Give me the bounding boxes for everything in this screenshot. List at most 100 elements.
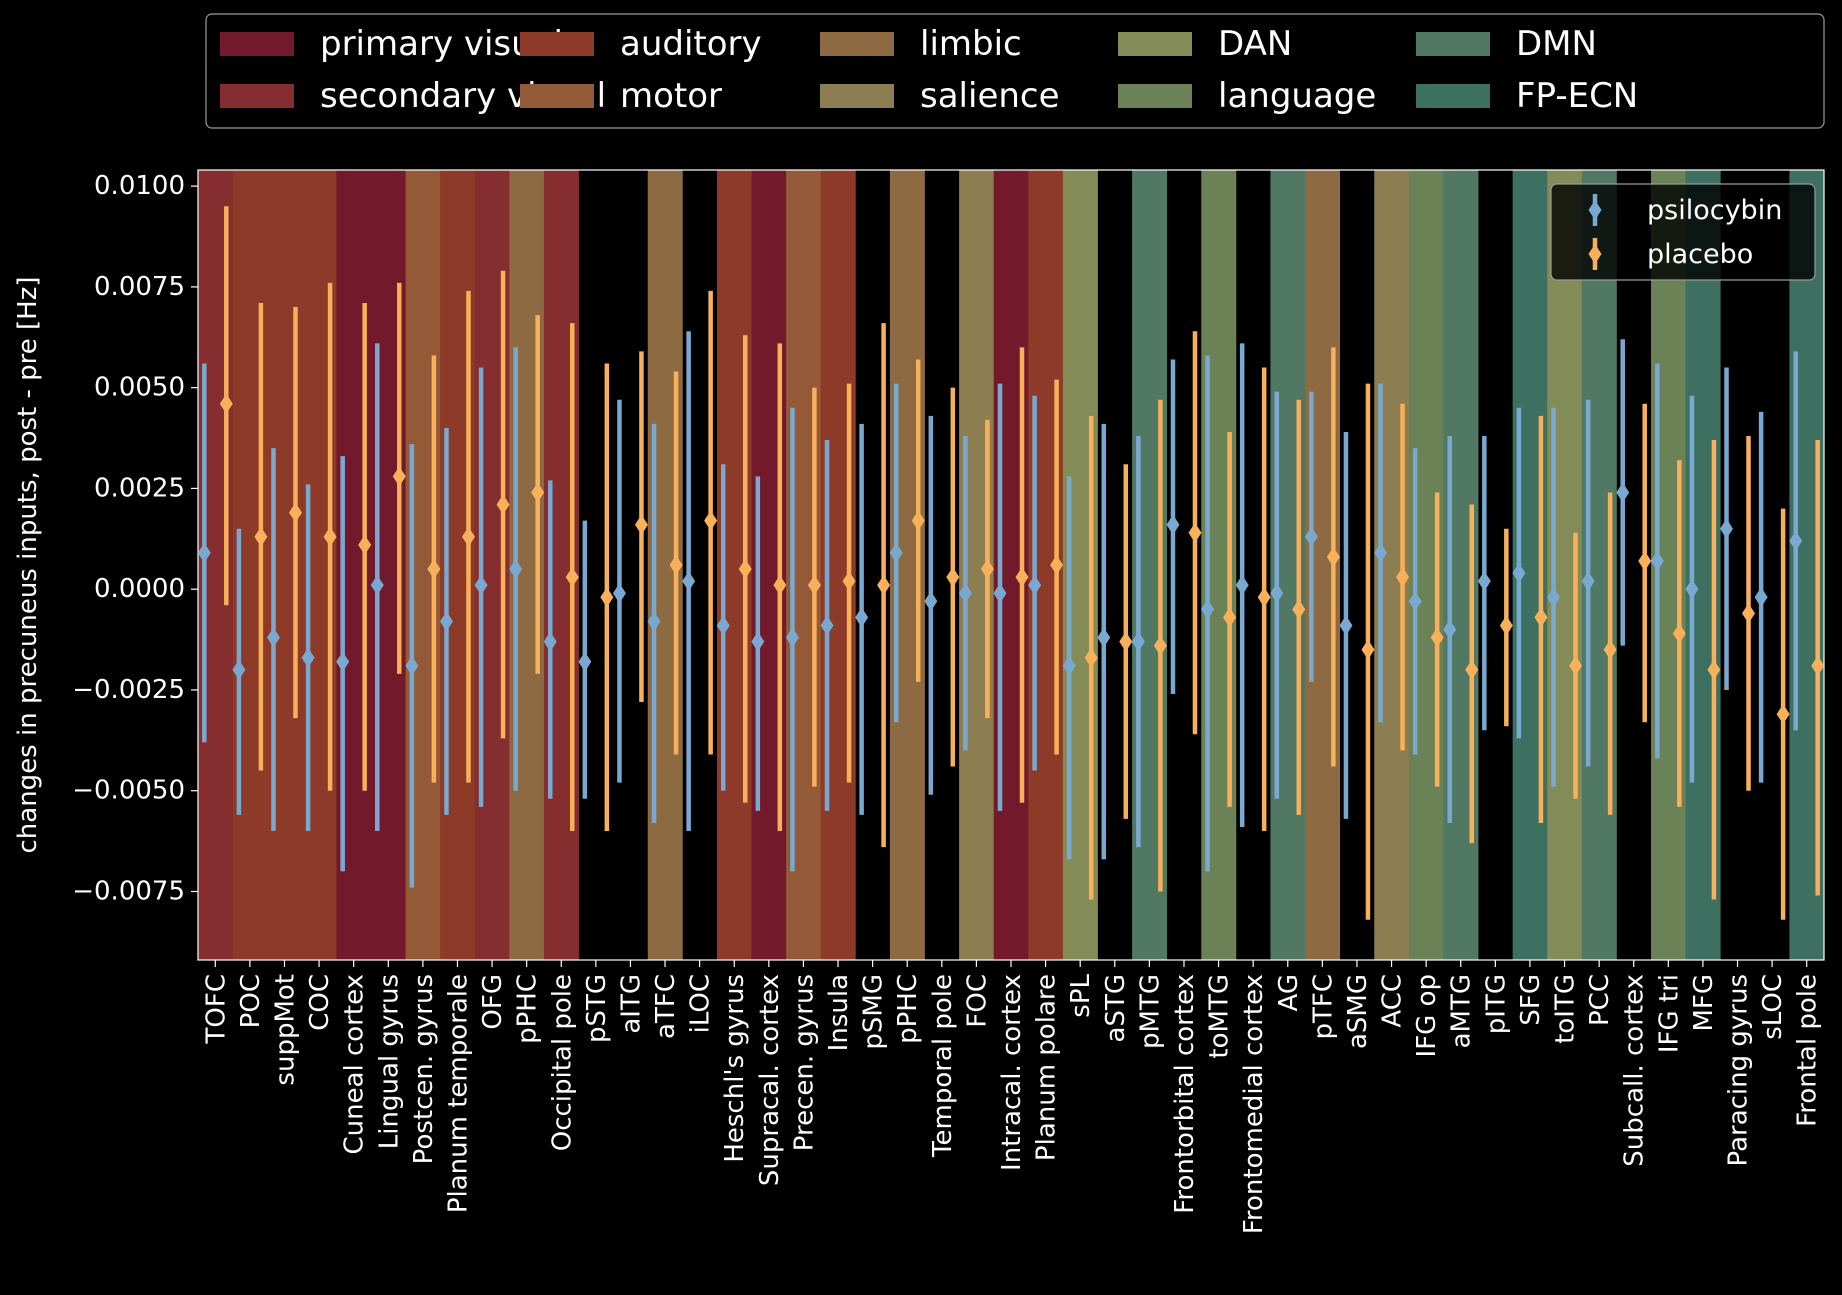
- x-tick-label: Paracing gyrus: [1724, 974, 1754, 1166]
- x-tick-label: suppMot: [270, 974, 300, 1086]
- y-tick-label: 0.0050: [94, 373, 185, 403]
- network-legend-label: auditory: [620, 24, 762, 64]
- placebo-marker: [1776, 704, 1790, 725]
- placebo-marker: [1707, 659, 1721, 680]
- series-legend-marker: [1588, 244, 1602, 264]
- placebo-marker: [1257, 587, 1271, 608]
- placebo-marker: [1188, 522, 1202, 543]
- x-tick-label: toMTG: [1205, 974, 1235, 1059]
- x-tick-label: aTFC: [651, 974, 681, 1039]
- y-tick-label: 0.0100: [94, 171, 185, 201]
- x-tick-label: IFG tri: [1654, 974, 1684, 1053]
- psilocybin-marker: [820, 615, 834, 636]
- placebo-marker: [496, 494, 510, 515]
- x-tick-label: Postcen. gyrus: [409, 974, 439, 1164]
- x-tick-label: Subcall. cortex: [1620, 974, 1650, 1167]
- psilocybin-marker: [612, 583, 626, 604]
- x-tick-label: pPHC: [513, 974, 543, 1044]
- x-tick-label: PCC: [1585, 974, 1615, 1026]
- psilocybin-marker: [439, 611, 453, 632]
- x-tick-label: Planum temporale: [443, 974, 473, 1213]
- placebo-marker: [669, 555, 683, 575]
- x-tick-label: ACC: [1378, 974, 1408, 1028]
- psilocybin-marker: [543, 631, 557, 652]
- network-legend-swatch: [1416, 84, 1490, 108]
- placebo-marker: [911, 510, 925, 531]
- placebo-marker: [1396, 567, 1410, 588]
- network-legend-label: motor: [620, 76, 722, 116]
- network-bands: [198, 170, 1825, 960]
- x-tick-label: Frontomedial cortex: [1239, 974, 1269, 1234]
- network-legend-swatch: [820, 32, 894, 56]
- psilocybin-marker: [197, 542, 211, 563]
- network-legend-swatch: [220, 32, 294, 56]
- placebo-marker: [807, 575, 821, 596]
- series-legend: psilocybin placebo: [1550, 183, 1816, 281]
- x-tick-label: IFG op: [1412, 974, 1442, 1057]
- psilocybin-marker: [855, 607, 869, 628]
- x-tick-label: Planum polare: [1032, 974, 1062, 1161]
- network-legend-swatch: [220, 84, 294, 108]
- x-tick-label: sLOC: [1758, 974, 1788, 1040]
- network-legend-label: limbic: [920, 24, 1022, 64]
- placebo-marker: [1361, 639, 1375, 660]
- psilocybin-marker: [1720, 518, 1734, 539]
- x-tick-label: pSTG: [582, 974, 612, 1043]
- psilocybin-marker: [924, 591, 938, 612]
- network-legend-swatch: [1416, 32, 1490, 56]
- axes: 0.0100 0.0075 0.0050 0.0025 0.0000 −0.0025 −0.…: [13, 169, 1825, 1234]
- psilocybin-marker: [1270, 583, 1284, 604]
- x-tick-label: Heschl's gyrus: [720, 974, 750, 1163]
- placebo-marker: [1742, 603, 1756, 624]
- psilocybin-marker: [647, 611, 661, 632]
- placebo-marker: [980, 559, 994, 580]
- series-legend-frame: [1550, 183, 1816, 281]
- y-tick-label: 0.0075: [94, 272, 185, 302]
- psilocybin-marker: [336, 651, 350, 672]
- x-tick-label: Occipital pole: [547, 974, 577, 1151]
- x-tick-label: Lingual gyrus: [374, 974, 404, 1149]
- psilocybin-marker: [1477, 571, 1491, 592]
- placebo-marker: [219, 393, 233, 414]
- psilocybin-marker: [1131, 631, 1145, 652]
- x-tick-label: toITG: [1551, 974, 1581, 1044]
- placebo-marker: [1811, 655, 1825, 676]
- placebo-marker: [842, 571, 856, 592]
- x-tick-label: pTFC: [1308, 974, 1338, 1040]
- psilocybin-marker: [1028, 575, 1042, 596]
- error-bars: [197, 206, 1825, 920]
- placebo-marker: [1326, 546, 1340, 567]
- series-legend-label: placebo: [1647, 239, 1753, 270]
- psilocybin-marker: [232, 659, 246, 680]
- network-legend-label: DMN: [1516, 24, 1597, 64]
- psilocybin-marker: [1374, 542, 1388, 563]
- y-tick-label: 0.0000: [94, 574, 185, 604]
- x-tick-label: sPL: [1066, 973, 1096, 1017]
- psilocybin-marker: [1443, 619, 1457, 640]
- psilocybin-marker: [1581, 571, 1595, 592]
- x-tick-label: Insula: [824, 974, 854, 1051]
- series-legend-label: psilocybin: [1647, 195, 1782, 226]
- x-tick-label: Frontal pole: [1793, 974, 1823, 1127]
- x-tick-label: FOC: [962, 974, 992, 1028]
- x-tick-label: Precen. gyrus: [789, 974, 819, 1151]
- x-tick-label: Supracal. cortex: [755, 974, 785, 1186]
- placebo-marker: [392, 466, 406, 487]
- placebo-marker: [600, 587, 614, 608]
- psilocybin-marker: [1201, 599, 1215, 620]
- placebo-marker: [1465, 659, 1479, 680]
- psilocybin-marker: [1789, 530, 1803, 551]
- psilocybin-marker: [1512, 563, 1526, 584]
- y-tick-label: −0.0025: [72, 675, 185, 705]
- psilocybin-marker: [993, 583, 1007, 604]
- psilocybin-marker: [1235, 575, 1249, 596]
- x-tick-label: TOFC: [201, 974, 231, 1044]
- placebo-marker: [1223, 607, 1237, 628]
- x-tick-label: Cuneal cortex: [340, 974, 370, 1155]
- network-legend-label: salience: [920, 76, 1060, 116]
- network-legend-label: language: [1218, 76, 1376, 116]
- placebo-marker: [1084, 647, 1098, 668]
- psilocybin-marker: [1166, 514, 1180, 535]
- psilocybin-marker: [1547, 587, 1561, 608]
- series-legend-marker: [1588, 200, 1602, 220]
